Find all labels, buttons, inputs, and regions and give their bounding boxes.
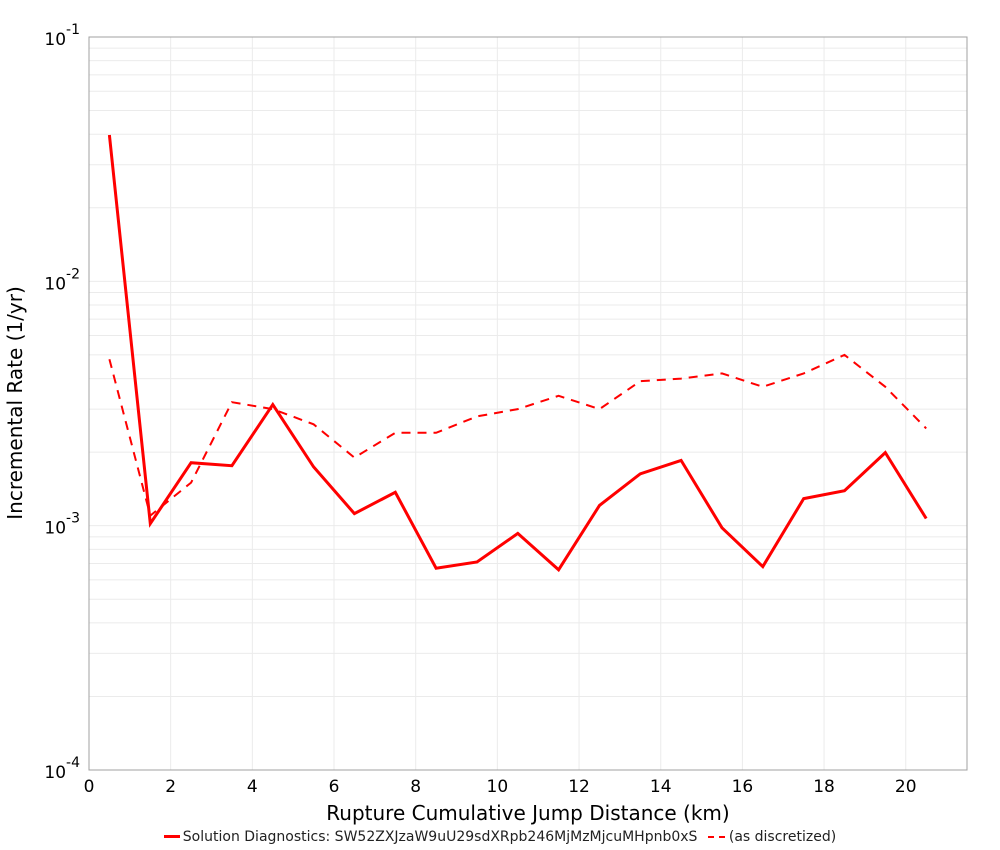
- y-axis-title: Incremental Rate (1/yr): [3, 286, 27, 519]
- x-tick-label: 20: [895, 777, 917, 797]
- x-tick-label: 10: [487, 777, 509, 797]
- x-tick-label: 6: [329, 777, 340, 797]
- x-tick-label: 0: [84, 777, 95, 797]
- solution-series-line: [107, 134, 928, 573]
- x-tick-label: 12: [568, 777, 590, 797]
- solid-line-swatch-icon: [163, 835, 180, 838]
- legend: Solution Diagnostics: SW52ZXJzaW9uU29sdX…: [0, 826, 1000, 845]
- legend-item-discretized: (as discretized): [702, 829, 836, 845]
- plot-area: [88, 36, 968, 771]
- x-tick-label: 2: [165, 777, 176, 797]
- x-tick-label: 18: [813, 777, 835, 797]
- x-tick-label: 14: [650, 777, 672, 797]
- legend-label-discretized: (as discretized): [728, 829, 837, 845]
- y-tick-label: 10-4: [44, 755, 80, 783]
- y-tick-label: 10-2: [44, 266, 80, 294]
- data-series: [107, 134, 928, 573]
- x-tick-label: 8: [410, 777, 421, 797]
- y-tick-label: 10-3: [44, 511, 80, 539]
- x-tick-label: 4: [247, 777, 258, 797]
- x-axis-title: Rupture Cumulative Jump Distance (km): [326, 801, 729, 825]
- y-axis-ticks: 10-1 10-2 10-3 10-4: [44, 22, 80, 783]
- legend-item-solution: Solution Diagnostics: SW52ZXJzaW9uU29sdX…: [163, 828, 698, 845]
- y-tick-label: 10-1: [44, 22, 80, 50]
- dashed-line-swatch-icon: [707, 836, 725, 838]
- x-tick-label: 16: [732, 777, 754, 797]
- x-axis-ticks: 0 2 4 6 8 10 12 14 16 18 20: [84, 777, 917, 797]
- grid-lines: [89, 37, 967, 770]
- discretized-series-line: [108, 353, 927, 518]
- legend-label-solution: Solution Diagnostics: SW52ZXJzaW9uU29sdX…: [182, 828, 698, 845]
